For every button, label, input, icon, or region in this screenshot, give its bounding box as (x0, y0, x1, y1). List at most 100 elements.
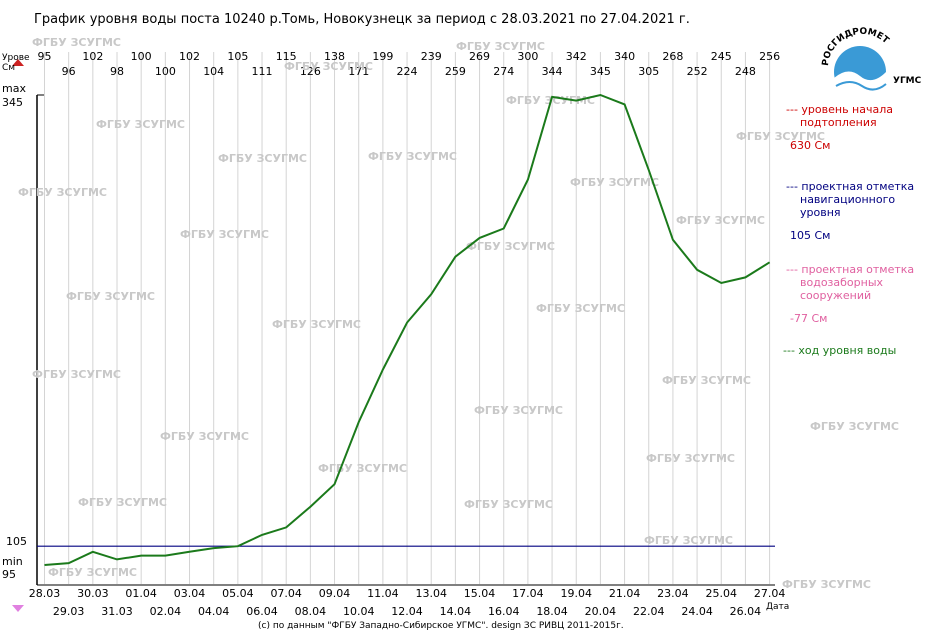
top-value-label: 269 (469, 50, 490, 63)
watermark: ФГБУ ЗСУГМС (318, 462, 407, 475)
top-value-label: 268 (662, 50, 683, 63)
watermark: ФГБУ ЗСУГМС (218, 152, 307, 165)
date-tick-label: 26.04 (730, 605, 762, 618)
legend-text: подтопления (800, 116, 877, 129)
date-tick-label: 31.03 (101, 605, 133, 618)
min-value: 95 (2, 568, 16, 581)
date-tick-labels: 28.03 30.03 01.04 03.04 05.04 07.04 09.04 11.04… (29, 587, 786, 618)
watermark: ФГБУ ЗСУГМС (32, 368, 121, 381)
watermark: ФГБУ ЗСУГМС (646, 452, 735, 465)
top-value-label: 199 (372, 50, 393, 63)
legend-text: сооружений (800, 289, 871, 302)
top-value-label: 102 (82, 50, 103, 63)
credit-text: (c) по данным "ФГБУ Западно-Сибирское УГ… (258, 621, 624, 631)
top-value-label: 98 (110, 65, 124, 78)
top-value-label: 252 (687, 65, 708, 78)
date-tick-label: 24.04 (681, 605, 713, 618)
watermark: ФГБУ ЗСУГМС (464, 498, 553, 511)
legend-text: --- проектная отметка (786, 180, 914, 193)
date-tick-label: 03.04 (174, 587, 206, 600)
top-value-labels: 95 102 100 102 105 115 138 199 239 269 300 342 340 26… (38, 50, 781, 78)
watermark: ФГБУ ЗСУГМС (180, 228, 269, 241)
top-value-label: 171 (348, 65, 369, 78)
watermark: ФГБУ ЗСУГМС (284, 60, 373, 73)
date-tick-label: 29.03 (53, 605, 85, 618)
date-tick-label: 28.03 (29, 587, 61, 600)
date-tick-label: 06.04 (246, 605, 278, 618)
date-tick-label: 10.04 (343, 605, 375, 618)
legend-text: водозаборных (800, 276, 884, 289)
date-tick-label: 04.04 (198, 605, 230, 618)
min-marker-triangle (12, 605, 24, 612)
date-tick-label: 05.04 (222, 587, 254, 600)
date-tick-label: 12.04 (391, 605, 423, 618)
watermark: ФГБУ ЗСУГМС (810, 420, 899, 433)
max-marker-triangle (12, 59, 24, 66)
top-value-label: 345 (590, 65, 611, 78)
max-label: max (2, 82, 26, 95)
series-layer (37, 93, 775, 566)
date-tick-label: 08.04 (295, 605, 327, 618)
top-value-label: 95 (38, 50, 52, 63)
legend-value: 630 См (790, 139, 830, 152)
y-axis-label: Урове (2, 53, 30, 63)
top-value-label: 259 (445, 65, 466, 78)
date-tick-label: 23.04 (657, 587, 689, 600)
top-value-label: 102 (179, 50, 200, 63)
grid (44, 52, 771, 584)
watermark: ФГБУ ЗСУГМС (644, 534, 733, 547)
legend-text: --- уровень начала (786, 103, 893, 116)
legend-text: уровня (800, 206, 841, 219)
logo-sub-text: УГМС (893, 76, 922, 86)
watermark: ФГБУ ЗСУГМС (96, 118, 185, 131)
top-value-label: 126 (300, 65, 321, 78)
watermark: ФГБУ ЗСУГМС (272, 318, 361, 331)
water-level-line (44, 93, 771, 566)
date-tick-label: 21.04 (609, 587, 641, 600)
date-tick-label: 15.04 (464, 587, 496, 600)
watermark: ФГБУ ЗСУГМС (536, 302, 625, 315)
legend-text: навигационного (800, 193, 895, 206)
top-value-label: 248 (735, 65, 756, 78)
legend-value: 105 См (790, 229, 830, 242)
max-value: 345 (2, 96, 23, 109)
date-tick-label: 01.04 (125, 587, 157, 600)
top-value-label: 305 (638, 65, 659, 78)
watermarks: ФГБУ ЗСУГМС ФГБУ ЗСУГМС ФГБУ ЗСУГМС ФГБУ ЗС… (18, 36, 899, 591)
watermark: ФГБУ ЗСУГМС (66, 290, 155, 303)
watermark: ФГБУ ЗСУГМС (676, 214, 765, 227)
top-value-label: 111 (252, 65, 273, 78)
top-value-label: 256 (759, 50, 780, 63)
date-tick-label: 17.04 (512, 587, 544, 600)
date-tick-label: 18.04 (536, 605, 568, 618)
date-tick-label: 16.04 (488, 605, 520, 618)
top-value-label: 239 (421, 50, 442, 63)
date-tick-label: 25.04 (706, 587, 738, 600)
nav-level-value: 105 (6, 535, 27, 548)
top-value-label: 100 (155, 65, 176, 78)
top-value-label: 224 (397, 65, 418, 78)
watermark: ФГБУ ЗСУГМС (48, 566, 137, 579)
watermark: ФГБУ ЗСУГМС (570, 176, 659, 189)
top-value-label: 96 (62, 65, 76, 78)
date-tick-label: 30.03 (77, 587, 109, 600)
top-value-label: 340 (614, 50, 635, 63)
x-axis-label: Дата (766, 602, 789, 612)
date-tick-label: 11.04 (367, 587, 399, 600)
top-value-label: 274 (493, 65, 514, 78)
top-value-label: 300 (517, 50, 538, 63)
date-tick-label: 09.04 (319, 587, 351, 600)
date-tick-label: 02.04 (150, 605, 182, 618)
legend-value: -77 См (790, 312, 827, 325)
date-tick-label: 27.04 (754, 587, 786, 600)
watermark: ФГБУ ЗСУГМС (736, 130, 825, 143)
logo-wave-line (835, 81, 887, 91)
date-tick-label: 07.04 (270, 587, 302, 600)
top-value-label: 100 (131, 50, 152, 63)
top-value-label: 105 (227, 50, 248, 63)
top-value-label: 138 (324, 50, 345, 63)
